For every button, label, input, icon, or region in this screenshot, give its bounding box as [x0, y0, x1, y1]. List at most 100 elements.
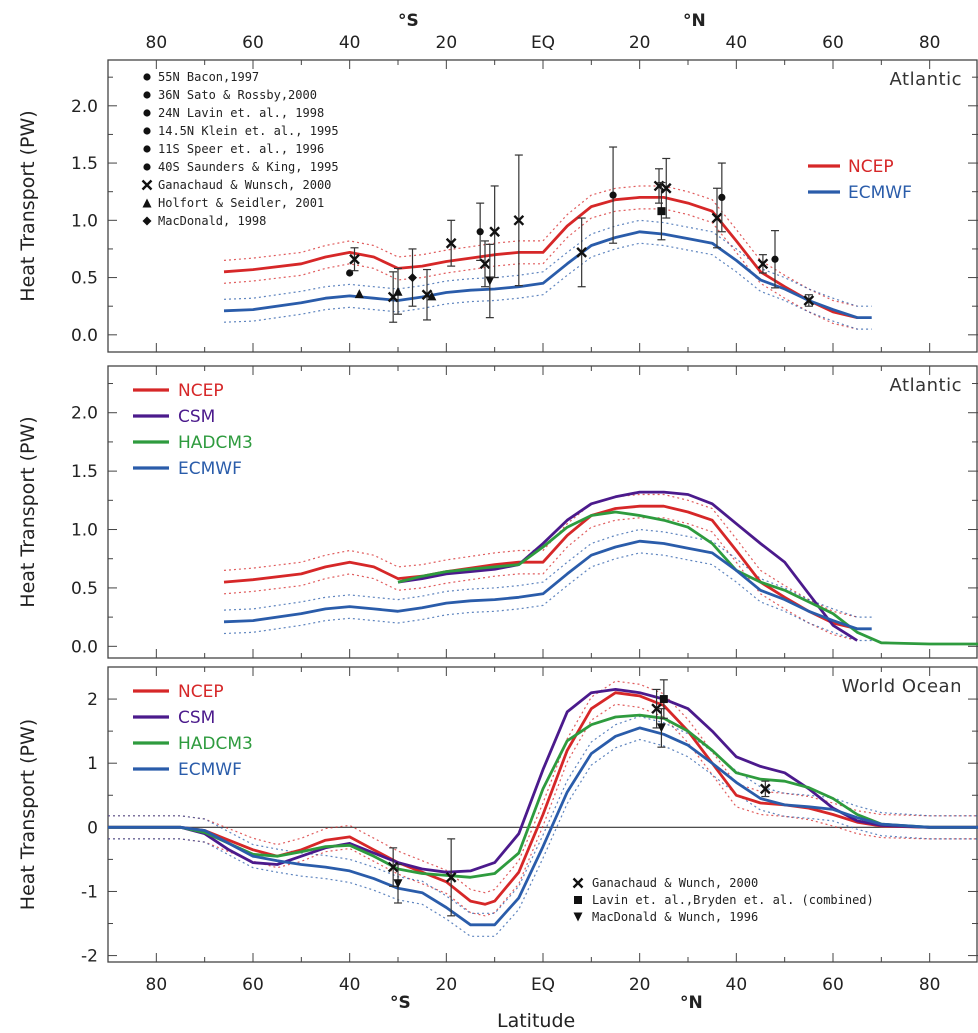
panel-frame [107, 365, 978, 659]
obs-marker-triangle-down [485, 276, 495, 286]
legend-label: ECMWF [848, 183, 912, 203]
obs-marker-diamond [408, 273, 417, 283]
obs-marker-cross [757, 258, 769, 270]
bottom-axis-north-label: °N [680, 993, 703, 1013]
obs-legend-entry: Ganachaud & Wunch, 2000 [592, 876, 758, 890]
bottom-axis-tick-label: 60 [822, 975, 844, 995]
y-tick-label: 0 [87, 818, 98, 838]
y-tick-label: 1.0 [71, 521, 98, 541]
obs-marker-triangle [427, 291, 437, 301]
bottom-axis-tick-label: 20 [629, 975, 651, 995]
top-axis-tick-label: 80 [146, 33, 168, 53]
top-axis-tick-label: 40 [726, 33, 748, 53]
obs-marker-circle [143, 145, 151, 153]
y-tick-label: 2 [87, 690, 98, 710]
obs-marker-cross [445, 237, 457, 249]
uncertainty-band-line [223, 528, 872, 618]
panel-atlantic-observations: 0.0 0.5 1.0 1.5 2.0 Heat Transport (PW) Atlant… [17, 59, 978, 353]
bottom-axis-tick-label: 40 [726, 975, 748, 995]
top-axis-ticks: 80 60 40 20 EQ 20 40 60 80 [146, 33, 941, 53]
obs-marker-triangle-down [393, 879, 403, 889]
obs-legend-entry: 14.5N Klein et. al., 1995 [158, 124, 339, 138]
obs-legend-entry: 40S Saunders & King, 1995 [158, 160, 339, 174]
series-line-hadcm3 [108, 713, 978, 879]
y-tick-label: 1 [87, 754, 98, 774]
y-tick-label: 1.5 [71, 462, 98, 482]
top-axis-tick-label: 20 [629, 33, 651, 53]
legend-label: HADCM3 [178, 734, 253, 754]
y-tick-label: 1.5 [71, 154, 98, 174]
series-line-ncep [223, 504, 858, 631]
y-tick-label: -1 [81, 882, 98, 902]
obs-marker-cross [445, 871, 457, 883]
obs-marker-cross [803, 295, 815, 306]
series-line-csm [397, 490, 858, 642]
obs-marker-triangle [393, 286, 403, 296]
legend-label: CSM [178, 407, 215, 427]
legend-label: NCEP [178, 682, 224, 702]
obs-marker-cross [479, 258, 491, 270]
y-axis-title: Heat Transport (PW) [17, 416, 39, 607]
top-axis-south-label: °S [398, 11, 419, 31]
obs-marker-square [574, 896, 582, 904]
obs-marker-circle [143, 163, 151, 171]
obs-marker-triangle [354, 289, 364, 299]
bottom-axis-tick-label: 80 [146, 975, 168, 995]
y-axis-title: Heat Transport (PW) [17, 719, 39, 910]
y-tick-label: 0.0 [71, 637, 98, 657]
y-axis-title: Heat Transport (PW) [17, 110, 39, 301]
obs-marker-square [659, 695, 668, 704]
panel-world-ocean: -2 -1 0 1 2 Heat Transport (PW) World Ocean NCE… [17, 666, 978, 967]
obs-marker-circle [143, 73, 151, 81]
top-axis-north-label: °N [683, 11, 706, 31]
top-axis-tick-label: 20 [436, 33, 458, 53]
obs-legend-entry: 36N Sato & Rossby,2000 [158, 88, 317, 102]
bottom-axis-south-label: °S [390, 993, 411, 1013]
top-axis-tick-label: 60 [822, 33, 844, 53]
obs-legend-entry: Ganachaud & Wunsch, 2000 [158, 178, 331, 192]
obs-legend-entry: 11S Speer et. al., 1996 [158, 142, 324, 156]
y-tick-label: 0.5 [71, 579, 98, 599]
obs-marker-diamond [142, 216, 152, 226]
series-line-ncep [223, 196, 858, 319]
y-tick-label: -2 [81, 947, 98, 967]
legend-label: NCEP [178, 381, 224, 401]
top-axis-tick-label: 40 [339, 33, 361, 53]
obs-marker-circle [143, 91, 151, 99]
uncertainty-band-line [223, 517, 858, 642]
bottom-axis-tick-label: 60 [242, 975, 264, 995]
uncertainty-band-line [223, 552, 872, 642]
bottom-axis-ticks: 80 60 40 20 EQ 20 40 60 80 [146, 975, 941, 995]
obs-marker-circle [143, 127, 151, 135]
legend-label: HADCM3 [178, 433, 253, 453]
bottom-axis-tick-label: 80 [919, 975, 941, 995]
obs-marker-circle [609, 191, 617, 199]
legend-label: CSM [178, 708, 215, 728]
obs-legend-entry: 24N Lavin et. al., 1998 [158, 106, 324, 120]
panel-title: Atlantic [890, 69, 962, 90]
obs-legend-entry: MacDonald, 1998 [158, 214, 266, 228]
obs-marker-cross [489, 226, 501, 238]
y-tick-label: 0.5 [71, 269, 98, 289]
panel-atlantic-models: 0.0 0.5 1.0 1.5 2.0 Heat Transport (PW) Atlant… [17, 365, 978, 659]
y-tick-label: 2.0 [71, 97, 98, 117]
obs-marker-circle [476, 228, 484, 236]
top-axis-tick-label: EQ [531, 33, 555, 53]
panel-title: World Ocean [842, 676, 962, 697]
obs-marker-triangle [142, 198, 152, 208]
top-axis-tick-label: 80 [919, 33, 941, 53]
obs-marker-cross [651, 703, 662, 715]
obs-marker-triangle-down [656, 723, 666, 733]
obs-marker-circle [718, 193, 726, 202]
uncertainty-band-line [223, 493, 858, 618]
series-line-hadcm3 [397, 510, 978, 646]
obs-marker-cross [711, 212, 723, 224]
obs-marker-square [657, 207, 666, 216]
obs-marker-circle [771, 255, 779, 263]
obs-marker-cross [141, 179, 153, 191]
panel-title: Atlantic [890, 375, 962, 396]
obs-marker-cross [759, 783, 771, 795]
series-line-ecmwf [108, 726, 978, 927]
uncertainty-band-line [223, 185, 858, 307]
